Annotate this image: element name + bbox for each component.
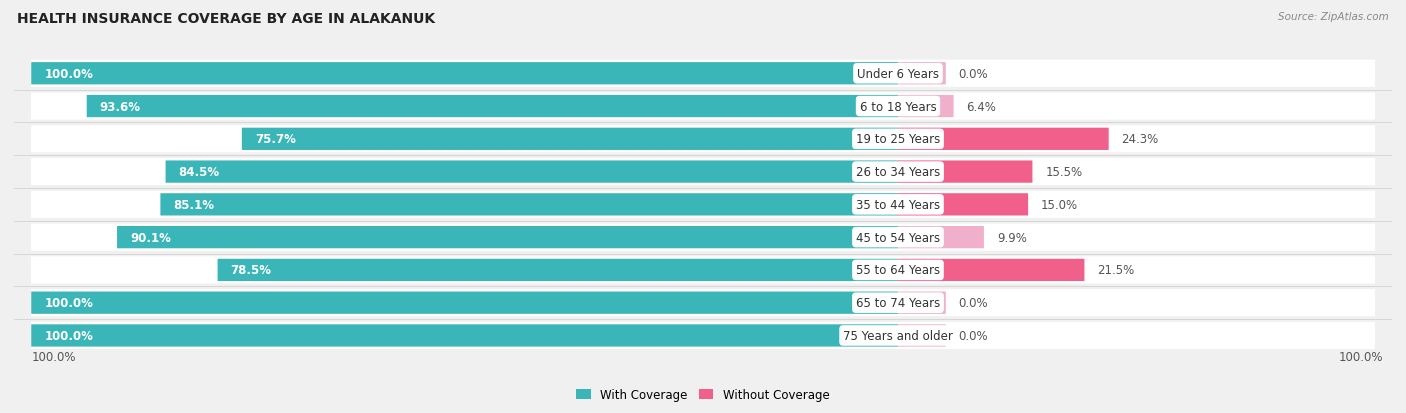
Text: 35 to 44 Years: 35 to 44 Years xyxy=(856,198,941,211)
Text: 6 to 18 Years: 6 to 18 Years xyxy=(859,100,936,113)
FancyBboxPatch shape xyxy=(898,325,946,347)
FancyBboxPatch shape xyxy=(898,161,1032,183)
Text: HEALTH INSURANCE COVERAGE BY AGE IN ALAKANUK: HEALTH INSURANCE COVERAGE BY AGE IN ALAK… xyxy=(17,12,434,26)
FancyBboxPatch shape xyxy=(31,224,1375,251)
FancyBboxPatch shape xyxy=(87,96,898,118)
FancyBboxPatch shape xyxy=(898,226,984,249)
Text: 84.5%: 84.5% xyxy=(179,166,219,179)
FancyBboxPatch shape xyxy=(31,257,1375,284)
FancyBboxPatch shape xyxy=(898,96,953,118)
FancyBboxPatch shape xyxy=(898,63,946,85)
Text: 65 to 74 Years: 65 to 74 Years xyxy=(856,297,941,309)
Text: 100.0%: 100.0% xyxy=(45,329,93,342)
Text: 6.4%: 6.4% xyxy=(966,100,997,113)
Legend: With Coverage, Without Coverage: With Coverage, Without Coverage xyxy=(576,389,830,401)
FancyBboxPatch shape xyxy=(31,292,898,314)
Text: 0.0%: 0.0% xyxy=(959,297,988,309)
FancyBboxPatch shape xyxy=(166,161,898,183)
Text: 93.6%: 93.6% xyxy=(100,100,141,113)
Text: 75.7%: 75.7% xyxy=(254,133,295,146)
FancyBboxPatch shape xyxy=(31,322,1375,349)
Text: 100.0%: 100.0% xyxy=(45,68,93,81)
FancyBboxPatch shape xyxy=(31,63,898,85)
Text: 15.0%: 15.0% xyxy=(1040,198,1078,211)
FancyBboxPatch shape xyxy=(898,194,1028,216)
FancyBboxPatch shape xyxy=(31,325,898,347)
FancyBboxPatch shape xyxy=(31,159,1375,186)
FancyBboxPatch shape xyxy=(31,93,1375,120)
Text: 0.0%: 0.0% xyxy=(959,68,988,81)
Text: 85.1%: 85.1% xyxy=(173,198,215,211)
Text: 21.5%: 21.5% xyxy=(1097,264,1135,277)
FancyBboxPatch shape xyxy=(898,292,946,314)
Text: 0.0%: 0.0% xyxy=(959,329,988,342)
Text: 75 Years and older: 75 Years and older xyxy=(844,329,953,342)
Text: 100.0%: 100.0% xyxy=(1339,350,1384,363)
Text: 9.9%: 9.9% xyxy=(997,231,1026,244)
Text: 55 to 64 Years: 55 to 64 Years xyxy=(856,264,941,277)
FancyBboxPatch shape xyxy=(160,194,898,216)
FancyBboxPatch shape xyxy=(218,259,898,281)
FancyBboxPatch shape xyxy=(898,259,1084,281)
Text: 78.5%: 78.5% xyxy=(231,264,271,277)
Text: Under 6 Years: Under 6 Years xyxy=(858,68,939,81)
Text: 24.3%: 24.3% xyxy=(1122,133,1159,146)
Text: 19 to 25 Years: 19 to 25 Years xyxy=(856,133,941,146)
FancyBboxPatch shape xyxy=(242,128,898,151)
Text: 100.0%: 100.0% xyxy=(31,350,76,363)
Text: Source: ZipAtlas.com: Source: ZipAtlas.com xyxy=(1278,12,1389,22)
Text: 26 to 34 Years: 26 to 34 Years xyxy=(856,166,941,179)
FancyBboxPatch shape xyxy=(898,128,1109,151)
FancyBboxPatch shape xyxy=(31,61,1375,88)
Text: 90.1%: 90.1% xyxy=(131,231,172,244)
Text: 45 to 54 Years: 45 to 54 Years xyxy=(856,231,941,244)
FancyBboxPatch shape xyxy=(31,290,1375,316)
FancyBboxPatch shape xyxy=(117,226,898,249)
FancyBboxPatch shape xyxy=(31,191,1375,218)
FancyBboxPatch shape xyxy=(31,126,1375,153)
Text: 15.5%: 15.5% xyxy=(1045,166,1083,179)
Text: 100.0%: 100.0% xyxy=(45,297,93,309)
